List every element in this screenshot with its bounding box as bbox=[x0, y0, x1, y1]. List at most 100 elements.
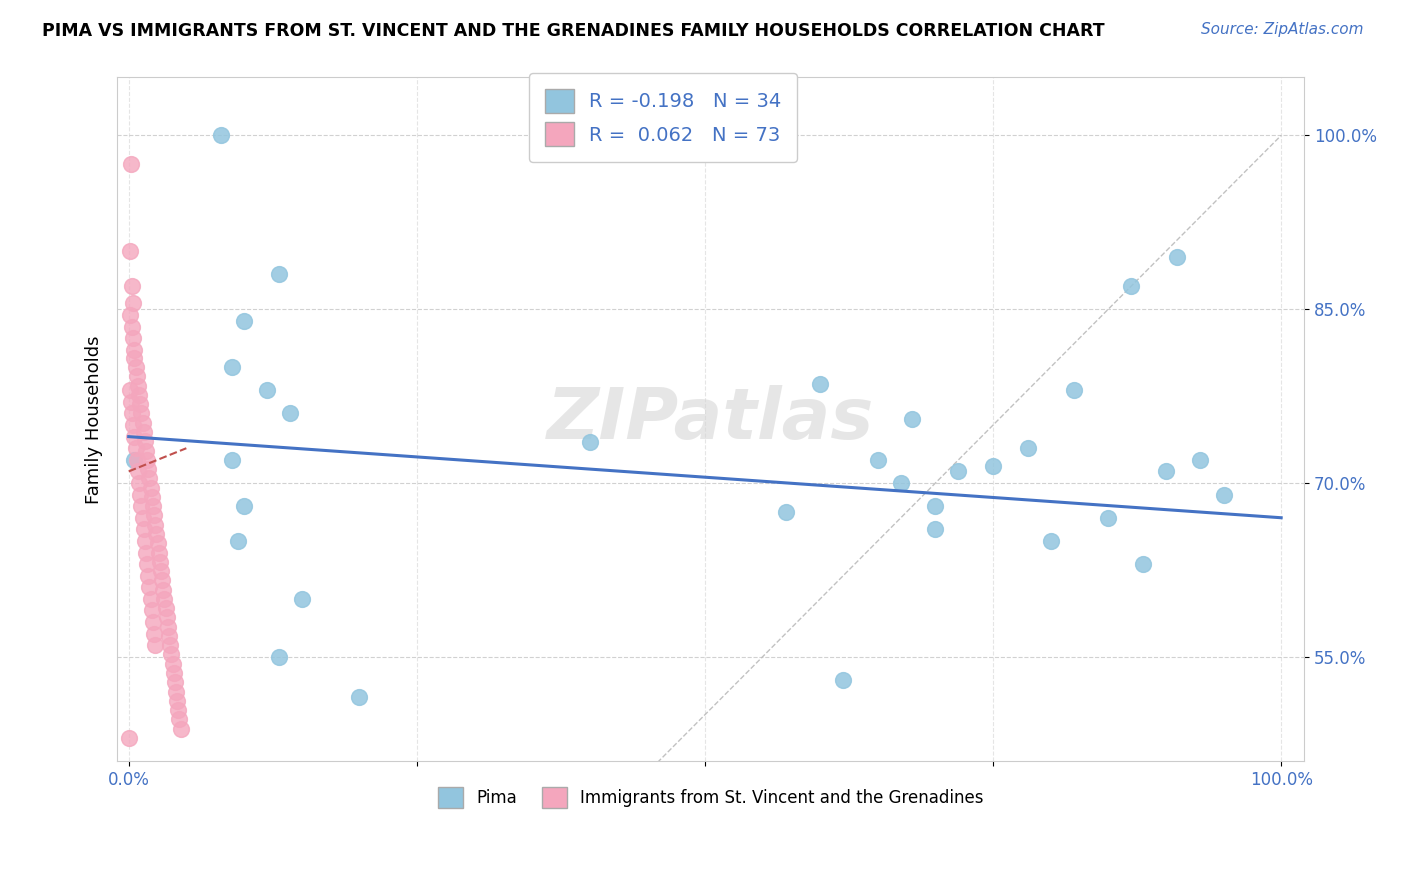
Point bbox=[146, 536, 169, 550]
Point bbox=[142, 499, 165, 513]
Point bbox=[866, 452, 889, 467]
Point bbox=[1017, 441, 1039, 455]
Point bbox=[209, 128, 232, 143]
Point bbox=[121, 331, 143, 345]
Point bbox=[142, 615, 165, 629]
Point bbox=[124, 430, 146, 444]
Point bbox=[122, 296, 145, 310]
Point bbox=[141, 490, 163, 504]
Point bbox=[1132, 557, 1154, 571]
Point bbox=[347, 690, 370, 705]
Point bbox=[924, 522, 946, 536]
Point bbox=[128, 475, 150, 490]
Point bbox=[1063, 384, 1085, 398]
Point bbox=[832, 673, 855, 687]
Point bbox=[1121, 279, 1143, 293]
Point bbox=[775, 505, 797, 519]
Point bbox=[143, 508, 166, 523]
Point bbox=[166, 694, 188, 708]
Point bbox=[1189, 452, 1212, 467]
Point bbox=[135, 545, 157, 559]
Point bbox=[131, 499, 153, 513]
Point bbox=[127, 378, 149, 392]
Point bbox=[155, 601, 177, 615]
Point bbox=[1039, 533, 1062, 548]
Point bbox=[132, 425, 155, 439]
Point bbox=[1097, 510, 1119, 524]
Point bbox=[156, 620, 179, 634]
Point bbox=[278, 407, 301, 421]
Point bbox=[120, 157, 142, 171]
Point bbox=[129, 397, 152, 411]
Point bbox=[124, 441, 146, 455]
Point bbox=[132, 522, 155, 536]
Point bbox=[221, 360, 243, 375]
Point bbox=[129, 487, 152, 501]
Point bbox=[157, 629, 180, 643]
Point bbox=[139, 481, 162, 495]
Point bbox=[120, 308, 142, 322]
Point bbox=[122, 343, 145, 357]
Point bbox=[169, 722, 191, 736]
Point bbox=[162, 657, 184, 671]
Point bbox=[121, 319, 143, 334]
Point bbox=[901, 412, 924, 426]
Point bbox=[153, 591, 176, 606]
Point bbox=[127, 464, 149, 478]
Point bbox=[136, 462, 159, 476]
Point bbox=[267, 268, 290, 282]
Point bbox=[121, 407, 143, 421]
Point bbox=[134, 434, 156, 449]
Point bbox=[121, 279, 143, 293]
Point bbox=[1154, 464, 1177, 478]
Point bbox=[290, 591, 312, 606]
Point bbox=[808, 377, 831, 392]
Point bbox=[233, 314, 256, 328]
Point bbox=[149, 555, 172, 569]
Text: ZIPatlas: ZIPatlas bbox=[547, 384, 875, 454]
Point bbox=[890, 475, 912, 490]
Point bbox=[143, 638, 166, 652]
Legend: Pima, Immigrants from St. Vincent and the Grenadines: Pima, Immigrants from St. Vincent and th… bbox=[432, 780, 990, 814]
Point bbox=[1212, 487, 1234, 501]
Point bbox=[125, 452, 148, 467]
Point bbox=[150, 574, 173, 588]
Point bbox=[924, 499, 946, 513]
Point bbox=[135, 443, 157, 458]
Point bbox=[136, 452, 159, 467]
Text: PIMA VS IMMIGRANTS FROM ST. VINCENT AND THE GRENADINES FAMILY HOUSEHOLDS CORRELA: PIMA VS IMMIGRANTS FROM ST. VINCENT AND … bbox=[42, 22, 1105, 40]
Point bbox=[578, 435, 600, 450]
Point bbox=[152, 582, 174, 597]
Y-axis label: Family Households: Family Households bbox=[86, 335, 103, 503]
Point bbox=[226, 533, 249, 548]
Point bbox=[981, 458, 1004, 473]
Point bbox=[159, 638, 181, 652]
Point bbox=[118, 731, 141, 745]
Point bbox=[122, 418, 145, 433]
Point bbox=[167, 703, 190, 717]
Point bbox=[233, 499, 256, 513]
Point bbox=[267, 649, 290, 664]
Point bbox=[143, 517, 166, 532]
Point bbox=[256, 384, 278, 398]
Point bbox=[145, 527, 167, 541]
Point bbox=[138, 580, 160, 594]
Point bbox=[118, 384, 141, 398]
Point bbox=[128, 388, 150, 402]
Point bbox=[131, 407, 153, 421]
Point bbox=[124, 360, 146, 375]
Point bbox=[163, 675, 186, 690]
Point bbox=[131, 416, 153, 430]
Point bbox=[169, 712, 191, 726]
Point bbox=[156, 610, 179, 624]
Point bbox=[148, 545, 170, 559]
Point bbox=[165, 684, 187, 698]
Text: Source: ZipAtlas.com: Source: ZipAtlas.com bbox=[1201, 22, 1364, 37]
Point bbox=[120, 395, 142, 409]
Point bbox=[125, 369, 148, 384]
Point bbox=[139, 591, 162, 606]
Point bbox=[948, 464, 970, 478]
Point bbox=[118, 244, 141, 259]
Point bbox=[136, 557, 159, 571]
Point bbox=[221, 452, 243, 467]
